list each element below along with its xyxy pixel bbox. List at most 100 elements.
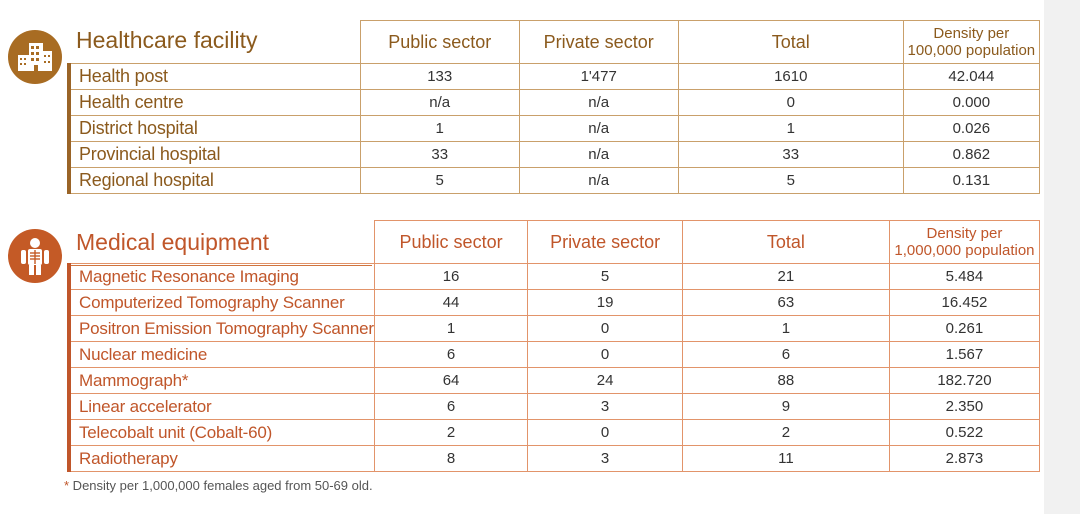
cell-public: 1 bbox=[373, 315, 529, 342]
row-label: Health centre bbox=[66, 89, 361, 116]
row-label: Regional hospital bbox=[66, 167, 361, 194]
table-row: Provincial hospital 33 n/a 33 0.862 bbox=[66, 141, 1041, 168]
header-density-line2: 1,000,000 population bbox=[894, 242, 1035, 259]
table-row: Linear accelerator 6 3 9 2.350 bbox=[66, 393, 1041, 420]
cell-total: 1 bbox=[681, 315, 890, 342]
row-label: Magnetic Resonance Imaging bbox=[66, 263, 375, 290]
right-edge-strip bbox=[1044, 0, 1080, 514]
cell-density: 1.567 bbox=[888, 341, 1041, 368]
cell-density: 0.131 bbox=[902, 167, 1041, 194]
row-label: Nuclear medicine bbox=[66, 341, 375, 368]
cell-total: 2 bbox=[681, 419, 890, 446]
cell-total: 33 bbox=[677, 141, 904, 168]
header-density: Density per 1,000,000 population bbox=[888, 220, 1041, 264]
cell-public: 33 bbox=[359, 141, 520, 168]
xray-person-icon bbox=[8, 229, 62, 283]
row-label: Provincial hospital bbox=[66, 141, 361, 168]
header-density-line2: 100,000 population bbox=[907, 42, 1036, 59]
cell-public: 1 bbox=[359, 115, 520, 142]
header-total: Total bbox=[677, 20, 904, 64]
cell-private: 19 bbox=[527, 289, 683, 316]
row-label: Health post bbox=[66, 63, 361, 90]
cell-density: 16.452 bbox=[888, 289, 1041, 316]
cell-public: 8 bbox=[373, 445, 529, 472]
footnote: * Density per 1,000,000 females aged fro… bbox=[64, 478, 373, 493]
table-row: Telecobalt unit (Cobalt-60) 2 0 2 0.522 bbox=[66, 419, 1041, 446]
cell-private: 3 bbox=[527, 393, 683, 420]
cell-total: 63 bbox=[681, 289, 890, 316]
table-row: Computerized Tomography Scanner 44 19 63… bbox=[66, 289, 1041, 316]
table-row: Health centre n/a n/a 0 0.000 bbox=[66, 89, 1041, 116]
cell-public: 2 bbox=[373, 419, 529, 446]
cell-density: 0.261 bbox=[888, 315, 1041, 342]
row-label: Telecobalt unit (Cobalt-60) bbox=[66, 419, 375, 446]
cell-total: 1 bbox=[677, 115, 904, 142]
table-header-row: Public sector Private sector Total Densi… bbox=[69, 220, 1041, 264]
cell-private: 24 bbox=[527, 367, 683, 394]
cell-public: 64 bbox=[373, 367, 529, 394]
cell-density: 0.862 bbox=[902, 141, 1041, 168]
header-blank bbox=[69, 21, 360, 64]
table-row: Positron Emission Tomography Scanner 1 0… bbox=[66, 315, 1041, 342]
cell-private: n/a bbox=[518, 89, 679, 116]
row-label: Computerized Tomography Scanner bbox=[66, 289, 375, 316]
table-row: Mammograph* 64 24 88 182.720 bbox=[66, 367, 1041, 394]
cell-total: 6 bbox=[681, 341, 890, 368]
cell-total: 9 bbox=[681, 393, 890, 420]
cell-public: 6 bbox=[373, 393, 529, 420]
section-title: Healthcare facility bbox=[76, 27, 258, 53]
cell-total: 0 bbox=[677, 89, 904, 116]
cell-private: 0 bbox=[527, 419, 683, 446]
row-label: District hospital bbox=[66, 115, 361, 142]
table-row: Nuclear medicine 6 0 6 1.567 bbox=[66, 341, 1041, 368]
section-title: Medical equipment bbox=[76, 229, 270, 255]
cell-private: 0 bbox=[527, 315, 683, 342]
footnote-text: Density per 1,000,000 females aged from … bbox=[69, 478, 373, 493]
cell-public: 6 bbox=[373, 341, 529, 368]
cell-private: 3 bbox=[527, 445, 683, 472]
cell-private: n/a bbox=[518, 141, 679, 168]
cell-private: n/a bbox=[518, 115, 679, 142]
header-density-line1: Density per bbox=[926, 225, 1003, 242]
cell-public: 5 bbox=[359, 167, 520, 194]
header-density: Density per 100,000 population bbox=[902, 20, 1041, 64]
row-label: Positron Emission Tomography Scanner bbox=[66, 315, 375, 342]
cell-public: 16 bbox=[373, 263, 529, 290]
footnote-star: * bbox=[64, 478, 70, 493]
cell-density: 0.000 bbox=[902, 89, 1041, 116]
equipment-table: Public sector Private sector Total Densi… bbox=[66, 220, 1041, 472]
cell-public: n/a bbox=[359, 89, 520, 116]
header-private: Private sector bbox=[518, 20, 679, 64]
facility-table: Public sector Private sector Total Densi… bbox=[66, 20, 1041, 194]
table-row: Magnetic Resonance Imaging 16 5 21 5.484 bbox=[66, 263, 1041, 290]
row-label: Mammograph* bbox=[66, 367, 375, 394]
cell-total: 5 bbox=[677, 167, 904, 194]
row-label: Linear accelerator bbox=[66, 393, 375, 420]
cell-total: 11 bbox=[681, 445, 890, 472]
cell-density: 0.522 bbox=[888, 419, 1041, 446]
header-public: Public sector bbox=[359, 20, 520, 64]
cell-density: 2.350 bbox=[888, 393, 1041, 420]
header-public: Public sector bbox=[373, 220, 529, 264]
cell-public: 44 bbox=[373, 289, 529, 316]
table-row: District hospital 1 n/a 1 0.026 bbox=[66, 115, 1041, 142]
cell-private: 1'477 bbox=[518, 63, 679, 90]
header-blank bbox=[69, 221, 374, 264]
cell-total: 1610 bbox=[677, 63, 904, 90]
header-private: Private sector bbox=[527, 220, 683, 264]
cell-private: 5 bbox=[527, 263, 683, 290]
table-row: Health post 133 1'477 1610 42.044 bbox=[66, 63, 1041, 90]
cell-total: 88 bbox=[681, 367, 890, 394]
header-density-line1: Density per bbox=[933, 25, 1010, 42]
header-total: Total bbox=[681, 220, 890, 264]
hospital-building-icon bbox=[8, 30, 62, 84]
table-header-row: Public sector Private sector Total Densi… bbox=[69, 20, 1041, 64]
cell-density: 2.873 bbox=[888, 445, 1041, 472]
cell-total: 21 bbox=[681, 263, 890, 290]
cell-density: 42.044 bbox=[902, 63, 1041, 90]
cell-density: 0.026 bbox=[902, 115, 1041, 142]
cell-public: 133 bbox=[359, 63, 520, 90]
table-row: Radiotherapy 8 3 11 2.873 bbox=[66, 445, 1041, 472]
cell-private: 0 bbox=[527, 341, 683, 368]
cell-density: 182.720 bbox=[888, 367, 1041, 394]
